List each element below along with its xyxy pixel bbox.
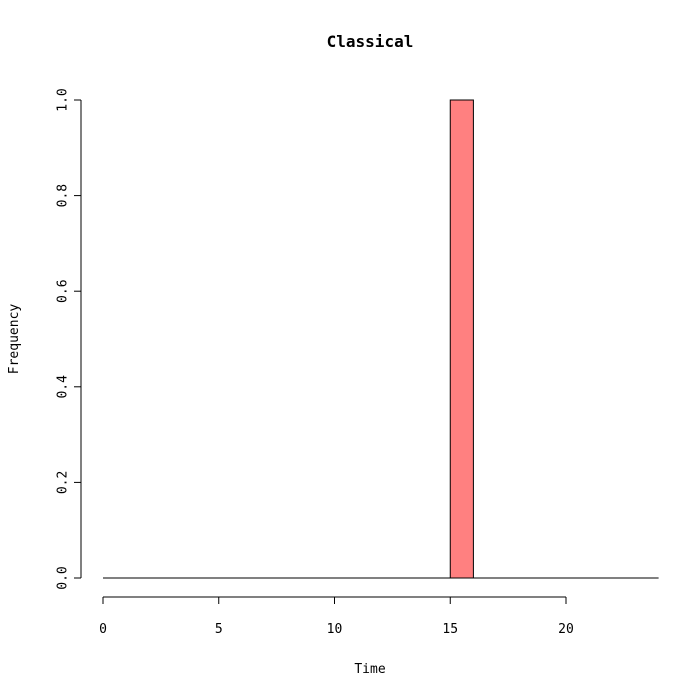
x-tick-label: 20 bbox=[558, 622, 574, 637]
y-tick-label: 0.0 bbox=[56, 566, 71, 589]
y-tick-label: 0.8 bbox=[56, 184, 71, 207]
x-tick-label: 0 bbox=[99, 622, 107, 637]
x-axis: 0 5 10 15 20 bbox=[99, 596, 574, 637]
y-tick-label: 0.4 bbox=[56, 375, 71, 399]
histogram-bar bbox=[449, 99, 474, 579]
x-tick-label: 5 bbox=[215, 622, 223, 637]
y-tick-label: 0.6 bbox=[56, 279, 71, 302]
chart-title: Classical bbox=[327, 32, 414, 51]
y-tick-label: 0.2 bbox=[56, 471, 71, 494]
y-tick-label: 1.0 bbox=[56, 88, 71, 111]
histogram-bars bbox=[449, 99, 474, 579]
x-tick-label: 10 bbox=[327, 622, 343, 637]
x-axis-label: Time bbox=[354, 662, 385, 677]
y-axis-label: Frequency bbox=[7, 304, 22, 375]
y-axis: 0.0 0.2 0.4 0.6 0.8 1.0 bbox=[56, 88, 82, 590]
x-tick-label: 15 bbox=[442, 622, 458, 637]
